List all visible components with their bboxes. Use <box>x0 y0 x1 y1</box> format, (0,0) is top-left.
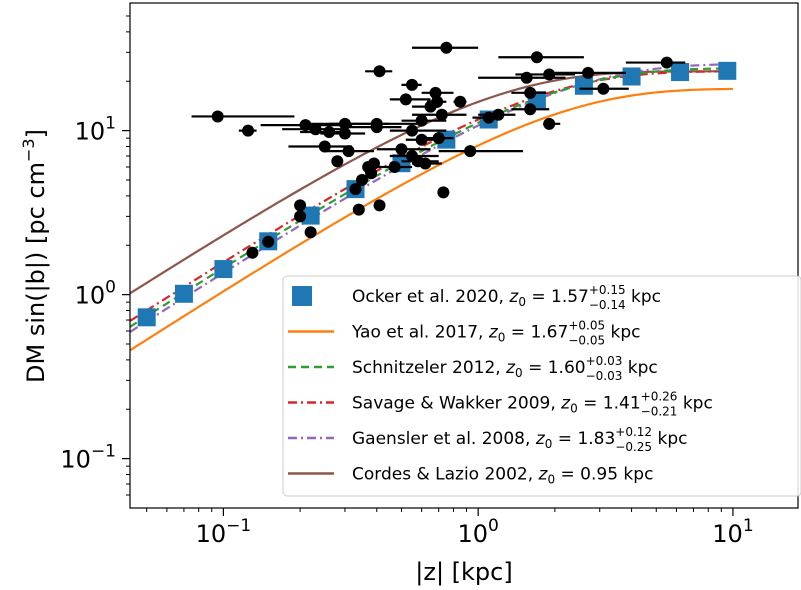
ocker-square <box>214 260 233 279</box>
data-point <box>331 155 344 168</box>
legend-label-yao: Yao et al. 2017, z0 = 1.67+0.05 −0.05 kpc <box>351 319 640 348</box>
data-point <box>211 110 224 123</box>
ocker-square <box>301 206 320 225</box>
data-point <box>432 132 445 145</box>
data-point <box>435 108 448 121</box>
legend-label-schnitzeler: Schnitzeler 2012, z0 = 1.60+0.03 −0.03 kp… <box>352 354 658 383</box>
y-axis-label-close: ] <box>22 129 50 138</box>
data-point <box>464 145 477 158</box>
legend-marker-ocker <box>292 286 312 306</box>
data-point <box>399 93 412 106</box>
data-point <box>352 203 365 216</box>
data-point <box>524 103 537 116</box>
data-point <box>524 86 537 99</box>
ocker-square <box>174 284 193 303</box>
data-point <box>388 161 401 174</box>
data-point <box>419 157 432 170</box>
x-axis-label: |z| [kpc] <box>415 558 512 586</box>
x-tick-label: 100 <box>457 516 498 548</box>
legend-label-gaensler: Gaensler et al. 2008, z0 = 1.83+0.12 −0.2… <box>352 425 687 454</box>
data-point <box>440 41 453 54</box>
data-point <box>437 186 450 199</box>
data-point <box>349 183 362 196</box>
ocker-square <box>137 308 156 327</box>
ocker-square <box>718 61 737 80</box>
data-point <box>262 235 275 248</box>
data-point <box>342 145 355 158</box>
x-axis-ticks: 10−1 100 101 <box>146 508 754 548</box>
data-point <box>429 86 442 99</box>
data-point <box>294 199 307 212</box>
data-point <box>294 210 307 223</box>
data-point <box>395 143 408 156</box>
data-point <box>406 78 419 91</box>
data-point <box>338 127 351 140</box>
data-point <box>492 108 505 121</box>
data-point <box>582 66 595 79</box>
legend-label-ocker: Ocker et al. 2020, z0 = 1.57+0.15 −0.14 k… <box>352 283 661 312</box>
y-axis-ticks: 10−1 100 101 <box>60 15 130 496</box>
data-point <box>543 68 556 81</box>
data-point <box>373 199 386 212</box>
y-tick-label: 101 <box>75 114 116 146</box>
data-point <box>424 100 437 113</box>
data-point <box>660 56 673 69</box>
yao-curve <box>130 87 733 352</box>
data-point <box>356 173 369 186</box>
x-tick-label: 10−1 <box>196 516 252 548</box>
y-axis-label-main: DM sin(|b|) [pc cm <box>22 162 50 383</box>
data-point <box>373 65 386 78</box>
y-axis-label-sup: −3 <box>19 138 38 162</box>
savage-curve <box>130 70 733 322</box>
data-point <box>543 117 556 130</box>
y-axis-label: DM sin(|b|) [pc cm−3] <box>19 129 50 383</box>
ocker-square <box>574 76 593 95</box>
legend-label-savage: Savage & Wakker 2009, z0 = 1.41+0.26 −0.2… <box>352 390 713 419</box>
legend: Ocker et al. 2020, z0 = 1.57+0.15 −0.14 k… <box>282 275 801 497</box>
y-tick-label: 100 <box>75 278 116 310</box>
data-point <box>454 95 467 108</box>
data-point <box>406 124 419 137</box>
data-point <box>323 126 336 139</box>
legend-label-cordes: Cordes & Lazio 2002, z0 = 0.95 kpc <box>352 465 653 487</box>
data-point <box>309 123 322 136</box>
data-point <box>415 114 428 127</box>
plot-frame <box>129 2 799 509</box>
data-point <box>597 82 610 95</box>
y-tick-label: 10−1 <box>60 442 116 474</box>
data-point <box>415 133 428 146</box>
data-point <box>242 124 255 137</box>
data-point <box>304 226 317 239</box>
data-point <box>246 246 259 259</box>
legend-box <box>282 275 801 497</box>
data-point <box>365 167 378 180</box>
plot-area <box>130 41 737 352</box>
data-point <box>318 140 331 153</box>
ocker-square <box>671 63 690 82</box>
data-point <box>370 121 383 134</box>
data-point <box>530 51 543 64</box>
x-tick-label: 101 <box>712 516 753 548</box>
ocker-square <box>622 67 641 86</box>
data-points <box>191 41 686 259</box>
